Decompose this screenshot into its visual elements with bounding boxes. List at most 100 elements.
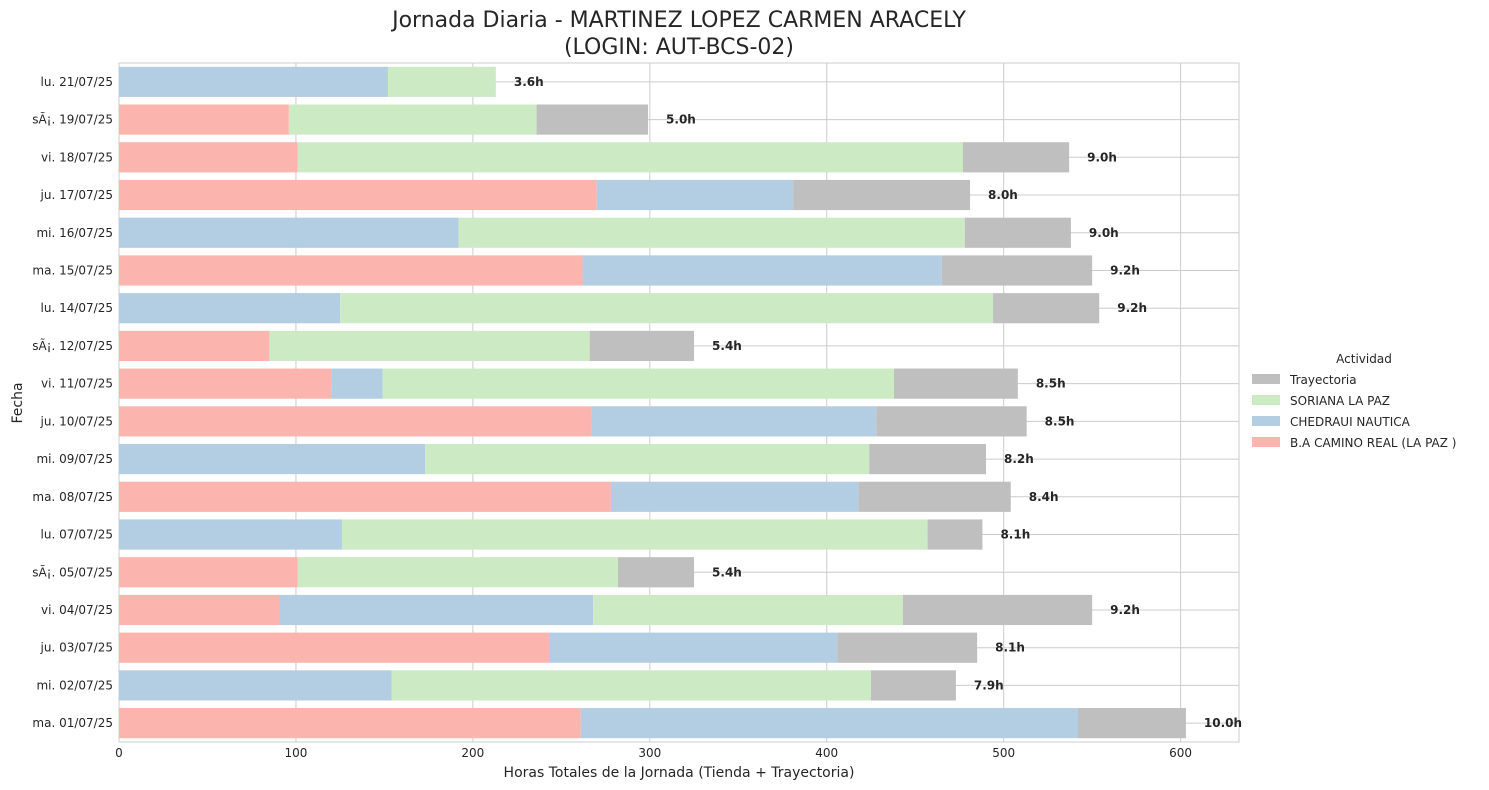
legend-title: Actividad xyxy=(1336,352,1392,366)
x-axis-label: Horas Totales de la Jornada (Tienda + Tr… xyxy=(504,765,855,781)
legend-entry: CHEDRAUI NAUTICA xyxy=(1290,415,1411,429)
bar-segment xyxy=(593,594,903,626)
y-tick-label: mi. 02/07/25 xyxy=(36,678,113,692)
bar-segment xyxy=(580,708,1078,739)
bar-segment xyxy=(382,368,894,399)
y-tick-label: vi. 18/07/25 xyxy=(41,150,113,164)
bar-segment xyxy=(893,368,1018,399)
x-tick-label: 0 xyxy=(115,746,123,760)
bar-segment xyxy=(297,142,963,173)
bar-segment xyxy=(119,557,298,588)
bar-segment xyxy=(280,594,594,626)
total-label: 9.2h xyxy=(1117,301,1147,315)
x-tick-label: 200 xyxy=(461,746,484,760)
bar-segment xyxy=(962,142,1070,173)
bar-segment xyxy=(119,670,392,701)
bar-segment xyxy=(458,217,965,248)
bar-segment xyxy=(617,557,695,588)
legend-swatch xyxy=(1252,395,1280,405)
bar-segment xyxy=(119,443,426,475)
legend-swatch xyxy=(1252,374,1280,384)
y-tick-label: mi. 16/07/25 xyxy=(36,226,113,240)
legend-swatch xyxy=(1252,416,1280,426)
bar-segment xyxy=(269,330,590,362)
bar-segment xyxy=(119,179,597,211)
bar-segment xyxy=(876,406,1027,437)
chart-title-line2: (LOGIN: AUT-BCS-02) xyxy=(564,35,794,60)
y-tick-labels: lu. 21/07/25 sÃ¡. 19/07/25 vi. 18/07/25 ju.… xyxy=(32,75,113,730)
bar-segment xyxy=(964,217,1071,248)
x-tick-labels: 0 100 200 300 400 500 600 xyxy=(115,746,1192,760)
x-tick-label: 400 xyxy=(815,746,838,760)
bar-segment xyxy=(596,179,794,211)
y-tick-label: ju. 10/07/25 xyxy=(40,414,113,428)
total-label: 8.1h xyxy=(995,641,1025,655)
total-label: 5.0h xyxy=(666,113,696,127)
bar-segment xyxy=(582,255,942,286)
y-axis-label: Fecha xyxy=(10,382,26,423)
bar-segment xyxy=(288,104,537,135)
total-label: 9.2h xyxy=(1110,263,1140,277)
y-tick-label: lu. 07/07/25 xyxy=(41,528,113,542)
bar-segment xyxy=(536,104,649,135)
y-tick-label: sÃ¡. 05/07/25 xyxy=(32,564,113,579)
total-label: 10.0h xyxy=(1204,716,1242,730)
bar-segment xyxy=(391,670,871,701)
bar-segment xyxy=(119,368,332,399)
bar-segment xyxy=(119,481,611,512)
bar-segment xyxy=(119,708,581,739)
bar-segment xyxy=(1077,708,1186,739)
y-tick-label: vi. 11/07/25 xyxy=(41,377,113,391)
y-tick-label: vi. 04/07/25 xyxy=(41,603,113,617)
bar-segment xyxy=(119,632,549,663)
bar-segment xyxy=(119,217,459,248)
total-label: 9.2h xyxy=(1110,603,1140,617)
x-tick-label: 300 xyxy=(638,746,661,760)
legend-entry: B.A CAMINO REAL (LA PAZ ) xyxy=(1290,436,1456,450)
total-label: 5.4h xyxy=(712,339,742,353)
x-tick-label: 500 xyxy=(992,746,1015,760)
y-tick-label: mi. 09/07/25 xyxy=(36,452,113,466)
bar-segment xyxy=(119,104,289,135)
bar-segment xyxy=(793,179,971,211)
bar-segment xyxy=(331,368,383,399)
bar-segment xyxy=(119,594,281,626)
bar-segment xyxy=(548,632,838,663)
total-label: 9.0h xyxy=(1089,226,1119,240)
total-label: 8.4h xyxy=(1029,490,1059,504)
total-label: 8.2h xyxy=(1004,452,1034,466)
bar-segment xyxy=(119,142,298,173)
bar-segment xyxy=(610,481,859,512)
bar-segment xyxy=(119,293,341,324)
y-tick-label: sÃ¡. 12/07/25 xyxy=(32,338,113,353)
bar-segment xyxy=(870,670,956,701)
legend: Actividad Trayectoria SORIANA LA PAZ CHEDR… xyxy=(1252,352,1456,450)
y-tick-label: ju. 03/07/25 xyxy=(40,641,113,655)
bar-segment xyxy=(387,66,496,97)
y-tick-label: sÃ¡. 19/07/25 xyxy=(32,112,113,127)
y-tick-label: ju. 17/07/25 xyxy=(40,188,113,202)
bar-segment xyxy=(297,557,618,588)
y-tick-label: ma. 08/07/25 xyxy=(32,490,113,504)
total-label: 5.4h xyxy=(712,565,742,579)
bar-segment xyxy=(340,293,994,324)
bar-segment xyxy=(941,255,1093,286)
total-label: 8.1h xyxy=(1000,528,1030,542)
bar-segment xyxy=(425,443,870,475)
bar-segment xyxy=(119,330,270,362)
bar-segment xyxy=(858,481,1011,512)
plot-area xyxy=(118,62,1240,743)
bar-segment xyxy=(119,66,388,97)
legend-swatch xyxy=(1252,437,1280,447)
bar-segment xyxy=(837,632,978,663)
bars xyxy=(119,66,1186,739)
chart-title-line1: Jornada Diaria - MARTINEZ LOPEZ CARMEN A… xyxy=(390,8,966,33)
bar-segment xyxy=(119,406,592,437)
y-tick-label: ma. 15/07/25 xyxy=(32,263,113,277)
bar-segment xyxy=(589,330,695,362)
bar-segment xyxy=(341,519,928,550)
legend-entry: Trayectoria xyxy=(1289,373,1357,387)
bar-segment xyxy=(902,594,1093,626)
bar-segment xyxy=(119,255,583,286)
